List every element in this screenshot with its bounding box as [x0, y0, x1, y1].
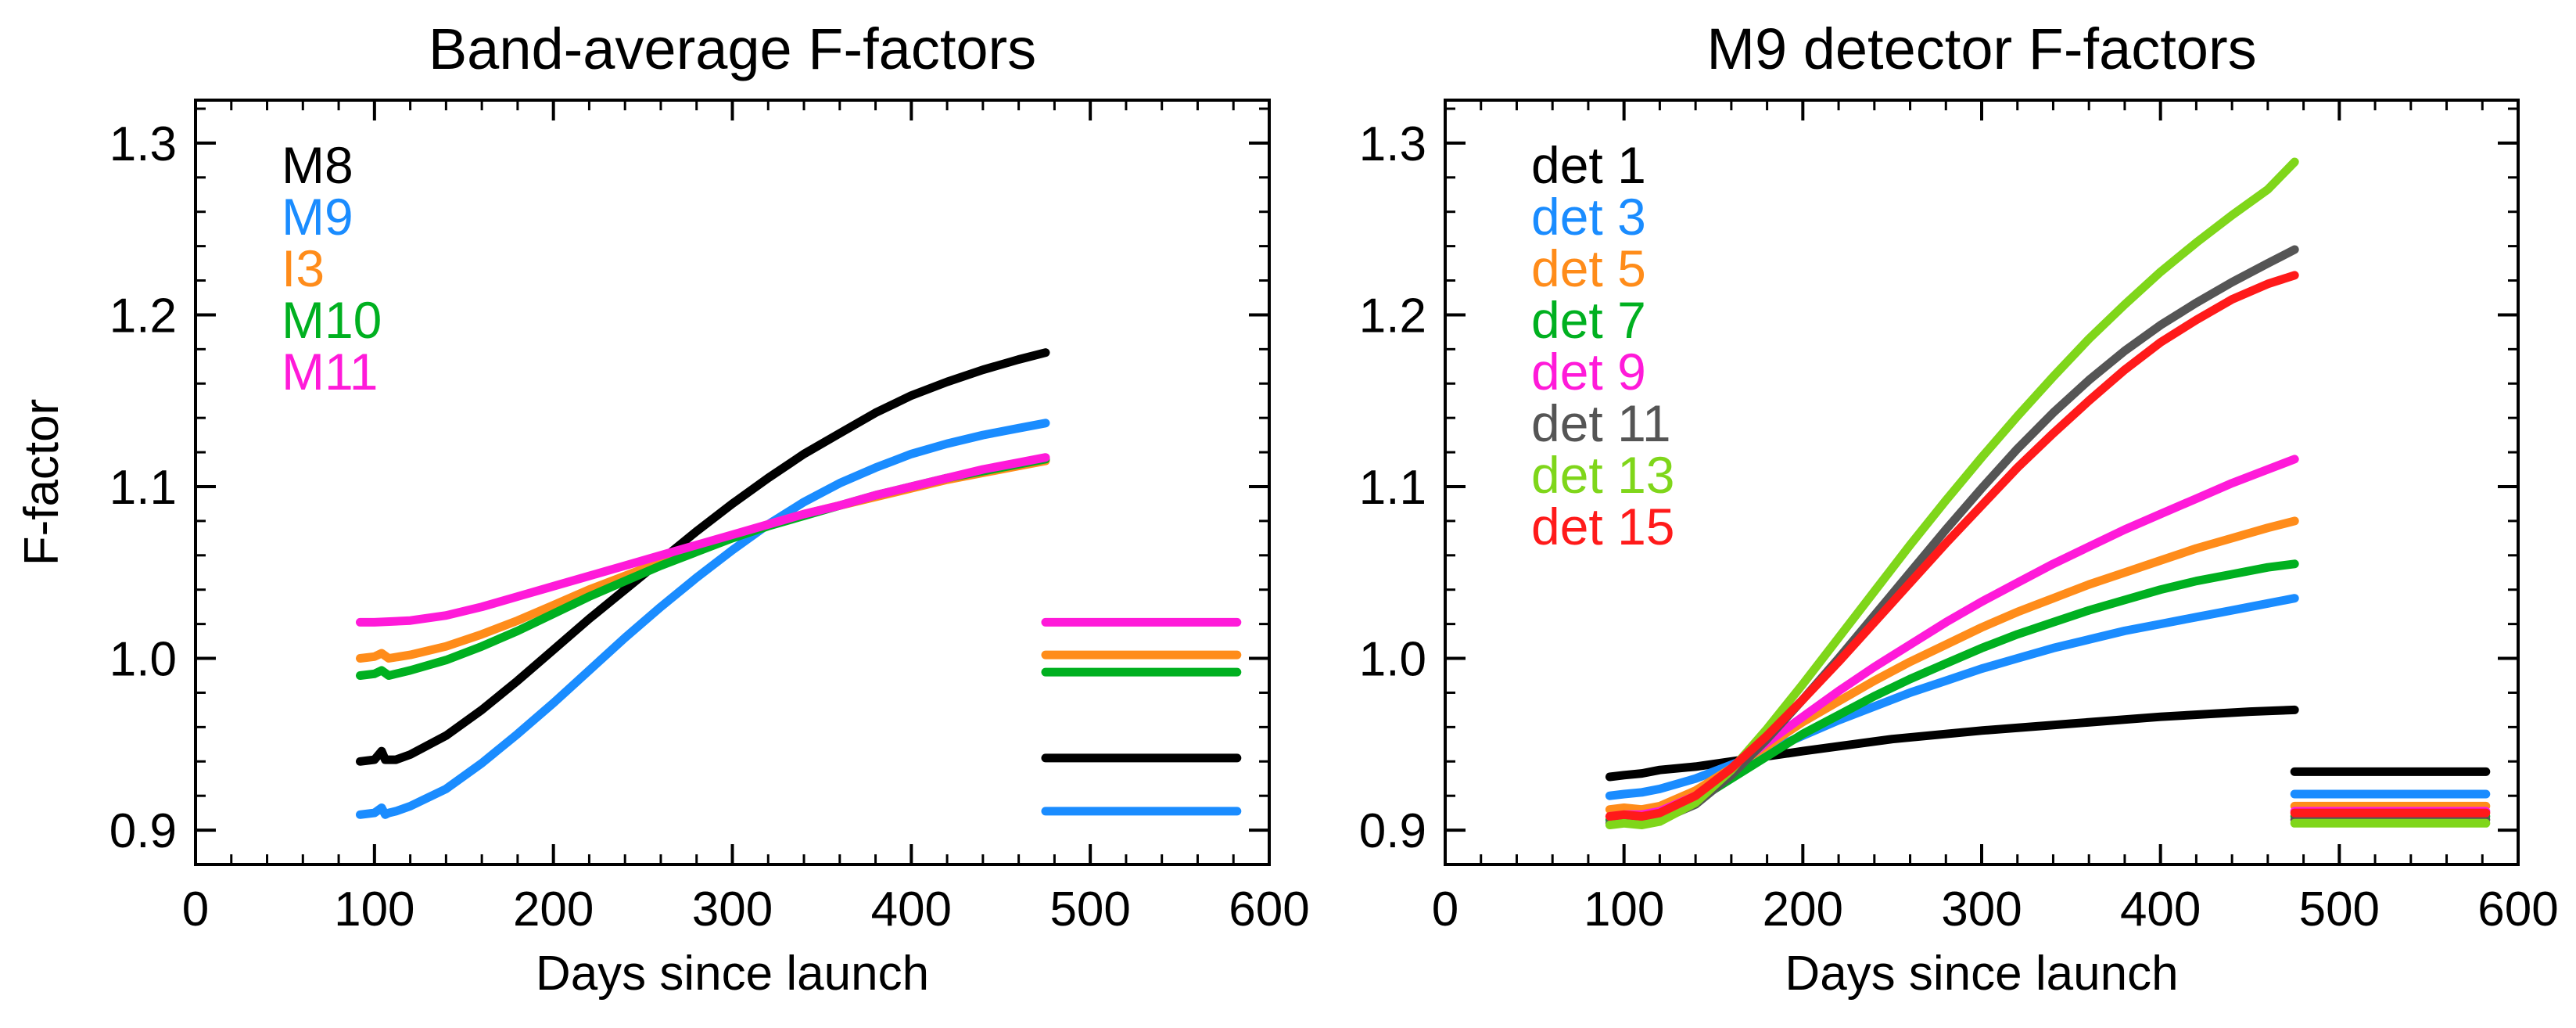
y-tick-label: 1.3 [1359, 117, 1426, 171]
y-tick-label: 1.0 [1359, 633, 1426, 687]
chart-title: M9 detector F-factors [1706, 16, 2256, 81]
legend-entry-det-11: det 11 [1531, 394, 1671, 452]
x-tick-label: 600 [1229, 882, 1309, 936]
left-panel: Band-average F-factors 0 100 200 300 400 500 60… [15, 16, 1310, 1001]
right-panel: M9 detector F-factors 0 100 200 300 400 500 600… [1359, 16, 2559, 1001]
x-tick-label: 0 [182, 882, 209, 936]
x-tick-label: 400 [2120, 882, 2201, 936]
x-tick-label: 300 [1941, 882, 2022, 936]
series-line-m11 [356, 453, 1050, 627]
x-tick-label: 100 [334, 882, 414, 936]
legend-entry-i3: I3 [282, 239, 325, 297]
plot-frame [194, 99, 1271, 866]
x-tick-label: 500 [1049, 882, 1130, 936]
y-tick-label: 0.9 [1359, 804, 1426, 858]
series-group [1605, 157, 2491, 829]
x-tick-label: 600 [2477, 882, 2558, 936]
series-line-det-1 [1605, 705, 2299, 782]
y-tick-label: 1.2 [109, 289, 177, 343]
series-line-i3 [356, 456, 1050, 663]
y-tick-label: 1.3 [109, 117, 177, 171]
y-tick-label: 1.1 [1359, 461, 1426, 515]
series-line-det-15 [1605, 271, 2299, 821]
legend-entry-det-7: det 7 [1531, 291, 1646, 349]
chart-title: Band-average F-factors [429, 16, 1036, 81]
series-line-det-13 [1605, 157, 2299, 829]
series-group [356, 348, 1242, 819]
y-tick-label: 1.0 [109, 633, 177, 687]
legend-entry-m10: M10 [282, 291, 382, 349]
x-tick-label: 200 [1763, 882, 1843, 936]
x-tick-label: 0 [1432, 882, 1458, 936]
x-axis-label: Days since launch [1785, 947, 2178, 1001]
x-tick-label: 200 [513, 882, 594, 936]
y-tick-label: 1.1 [109, 461, 177, 515]
legend-entry-det-1: det 1 [1531, 136, 1646, 194]
legend-entry-m11: M11 [282, 343, 379, 401]
x-tick-label: 500 [2299, 882, 2380, 936]
x-tick-label: 400 [871, 882, 952, 936]
legend-entry-det-9: det 9 [1531, 343, 1646, 401]
series-line-det-3 [1605, 594, 2299, 800]
legend-entry-det-3: det 3 [1531, 188, 1646, 246]
y-tick-label: 1.2 [1359, 289, 1426, 343]
legend-entry-det-5: det 5 [1531, 239, 1646, 297]
legend-entry-m9: M9 [282, 188, 353, 246]
x-tick-label: 300 [692, 882, 773, 936]
x-tick-label: 100 [1584, 882, 1664, 936]
y-tick-label: 0.9 [109, 804, 177, 858]
legend-entry-m8: M8 [282, 136, 353, 194]
legend-entry-det-15: det 15 [1531, 498, 1675, 555]
series-line-m8 [356, 348, 1050, 766]
series-line-det-5 [1605, 516, 2299, 814]
y-axis-label: F-factor [15, 399, 69, 566]
series-line-m9 [356, 419, 1050, 819]
x-axis-label: Days since launch [536, 947, 929, 1001]
legend-entry-det-13: det 13 [1531, 446, 1675, 504]
